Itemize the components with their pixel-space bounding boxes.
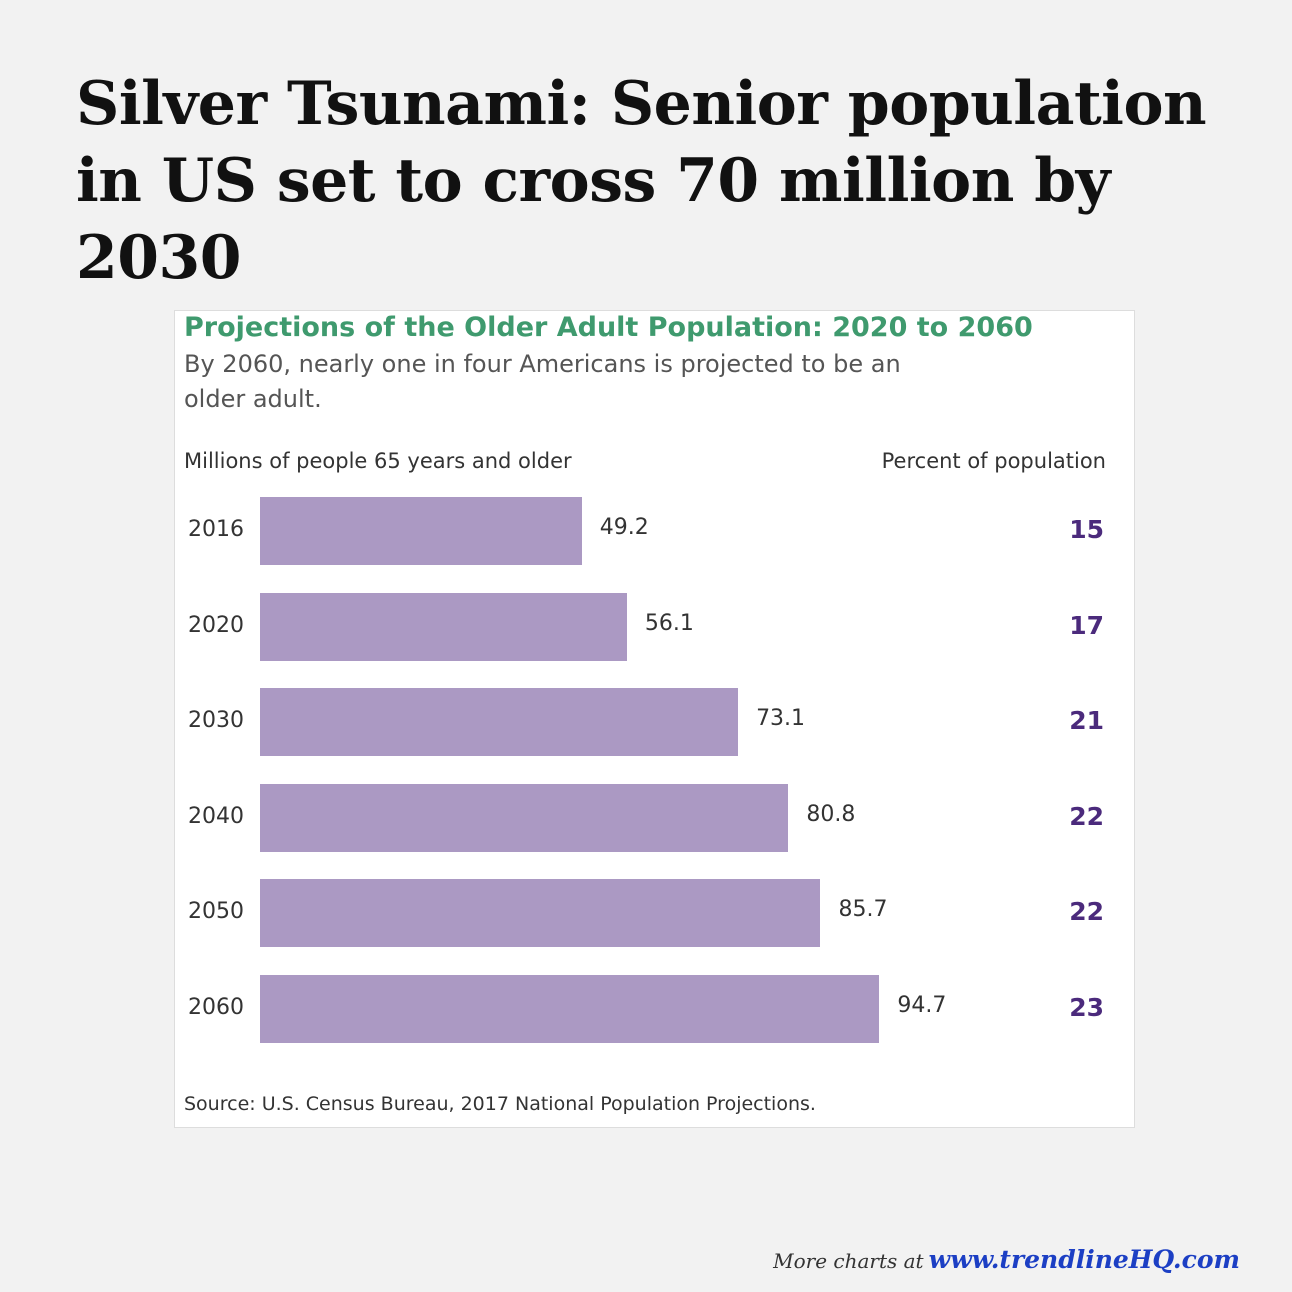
value-label: 85.7 (838, 897, 888, 923)
bar (260, 592, 627, 661)
y-tick-label: 2060 (188, 995, 244, 1020)
y-tick-label: 2030 (188, 708, 244, 734)
value-label: 80.8 (806, 801, 856, 827)
percent-label: 17 (1069, 610, 1104, 640)
value-label: 94.7 (897, 993, 947, 1018)
y-tick-label: 2016 (188, 517, 244, 542)
side-label: Percent of population (881, 449, 1106, 473)
footer: More charts at www.trendlineHQ.com (773, 1245, 1240, 1274)
value-label: 73.1 (756, 706, 806, 732)
bar (260, 975, 880, 1043)
footer-link[interactable]: www.trendlineHQ.com (928, 1245, 1240, 1274)
x-axis-label: Millions of people 65 years and older (184, 449, 572, 473)
bar (260, 879, 821, 948)
footer-text: More charts at (773, 1249, 924, 1273)
percent-label: 22 (1069, 897, 1104, 927)
percent-label: 21 (1069, 706, 1104, 736)
percent-label: 15 (1069, 515, 1104, 544)
value-label: 49.2 (599, 515, 649, 540)
bar (260, 497, 582, 565)
source: Source: U.S. Census Bureau, 2017 Nationa… (184, 1093, 816, 1115)
percent-label: 23 (1069, 993, 1104, 1022)
bar (260, 688, 739, 757)
chart-title: Projections of the Older Adult Populatio… (184, 312, 1033, 343)
headline: Silver Tsunami: Senior population in US … (76, 69, 1207, 293)
y-tick-label: 2020 (188, 612, 244, 638)
percent-label: 22 (1069, 801, 1104, 831)
chart-subtitle: By 2060, nearly one in four Americans is… (184, 350, 901, 413)
value-label: 56.1 (644, 610, 694, 636)
bar (260, 783, 789, 852)
y-tick-label: 2040 (188, 803, 244, 829)
y-tick-label: 2050 (188, 899, 244, 925)
